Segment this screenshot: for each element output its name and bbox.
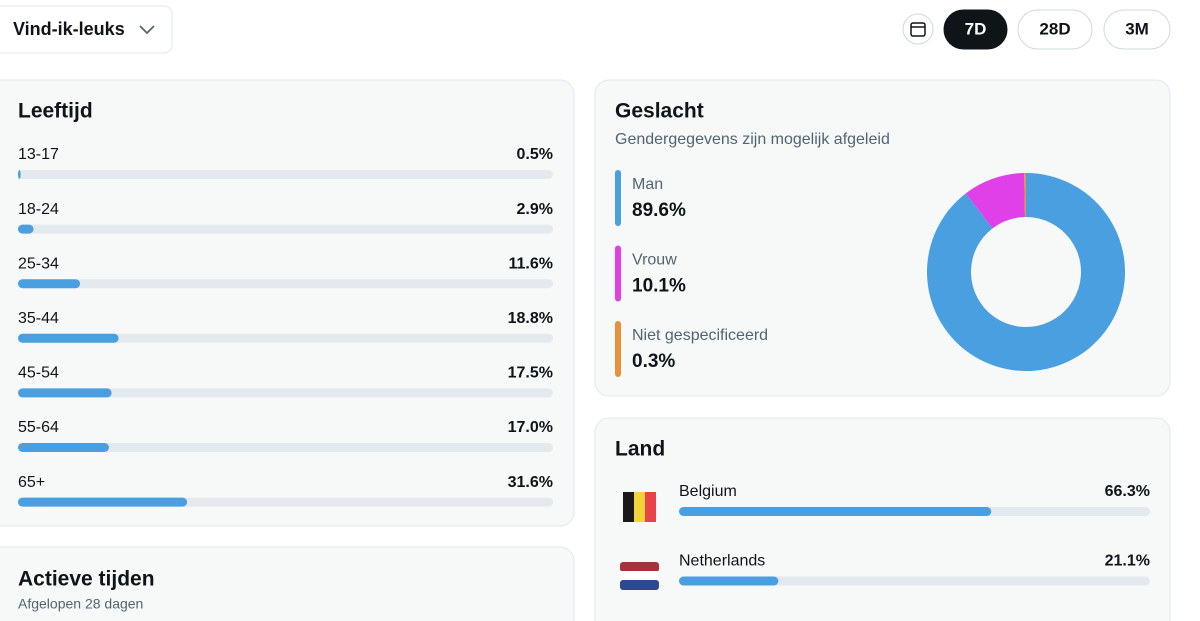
chevron-icon: [139, 25, 155, 35]
age-label: 35-44: [18, 310, 59, 327]
legend-name: Man: [632, 176, 663, 193]
country-title: Land: [615, 438, 665, 461]
metric-dropdown[interactable]: [0, 5, 173, 54]
age-label: 25-34: [18, 255, 59, 272]
age-bar: [18, 170, 21, 179]
country-panel: [594, 417, 1171, 621]
range-label: 3M: [1125, 19, 1149, 38]
age-track: [18, 170, 553, 179]
legend-value: 89.6%: [632, 200, 686, 221]
legend-swatch: [615, 321, 621, 377]
age-value-label: 2.9%: [517, 201, 553, 218]
country-label: Belgium: [679, 483, 737, 500]
age-track: [18, 224, 553, 234]
age-bar: [18, 224, 34, 234]
flag-belgium: [623, 492, 656, 522]
age-label: 13-17: [18, 146, 59, 163]
legend-swatch: [615, 170, 621, 226]
country-bar: [679, 576, 779, 586]
age-panel: [0, 79, 575, 527]
country-label: Netherlands: [679, 553, 765, 570]
gender-title: Geslacht: [615, 100, 704, 123]
legend-name: Vrouw: [632, 252, 677, 269]
country-value-label: 66.3%: [1105, 483, 1150, 500]
active-times-title: Actieve tijden: [18, 568, 155, 591]
legend-name: Niet gespecificeerd: [632, 327, 768, 344]
age-label: 45-54: [18, 365, 59, 382]
age-value-label: 17.5%: [508, 365, 553, 382]
gender-panel: [594, 79, 1171, 397]
age-track: [18, 333, 553, 343]
age-bar: [18, 279, 81, 289]
country-bar: [679, 507, 992, 516]
legend-value: 10.1%: [632, 276, 686, 297]
age-bar: [18, 443, 109, 452]
age-value-label: 18.8%: [508, 310, 553, 327]
age-label: 18-24: [18, 201, 59, 218]
flag-netherlands: [620, 562, 659, 590]
age-value-label: 17.0%: [508, 419, 553, 436]
range-button[interactable]: [1103, 9, 1171, 50]
gender-subtitle: Gendergegevens zijn mogelijk afgeleid: [615, 131, 890, 148]
active-times-panel: [0, 546, 575, 621]
metric-label: Vind-ik-leuks: [13, 19, 125, 39]
calendar-icon: [910, 22, 926, 37]
age-value-label: 11.6%: [509, 255, 553, 272]
age-value-label: 0.5%: [517, 146, 553, 163]
age-track: [18, 443, 553, 452]
age-track: [18, 388, 553, 398]
legend-swatch: [615, 245, 621, 302]
active-times-subtitle: Afgelopen 28 dagen: [18, 596, 143, 612]
age-bar: [18, 388, 112, 398]
age-bar: [18, 333, 119, 343]
age-label: 55-64: [18, 419, 59, 436]
age-track: [18, 279, 553, 289]
range-button[interactable]: [1017, 9, 1093, 50]
range-label: 28D: [1039, 19, 1070, 38]
calendar-button[interactable]: [902, 13, 934, 45]
age-label: 65+: [18, 474, 45, 491]
age-bar: [18, 497, 188, 507]
range-label: 7D: [965, 19, 987, 38]
country-track: [679, 576, 1150, 586]
donut-segment: [965, 173, 1025, 229]
range-buttons: 7D 28D 3M: [943, 9, 1171, 50]
donut-segment: [927, 173, 1125, 371]
donut-segment: [1024, 173, 1026, 218]
age-value-label: 31.6%: [508, 474, 553, 491]
age-title: Leeftijd: [18, 100, 93, 123]
legend-value: 0.3%: [632, 351, 675, 372]
country-value-label: 21.1%: [1105, 553, 1150, 570]
range-button[interactable]: [943, 9, 1008, 50]
